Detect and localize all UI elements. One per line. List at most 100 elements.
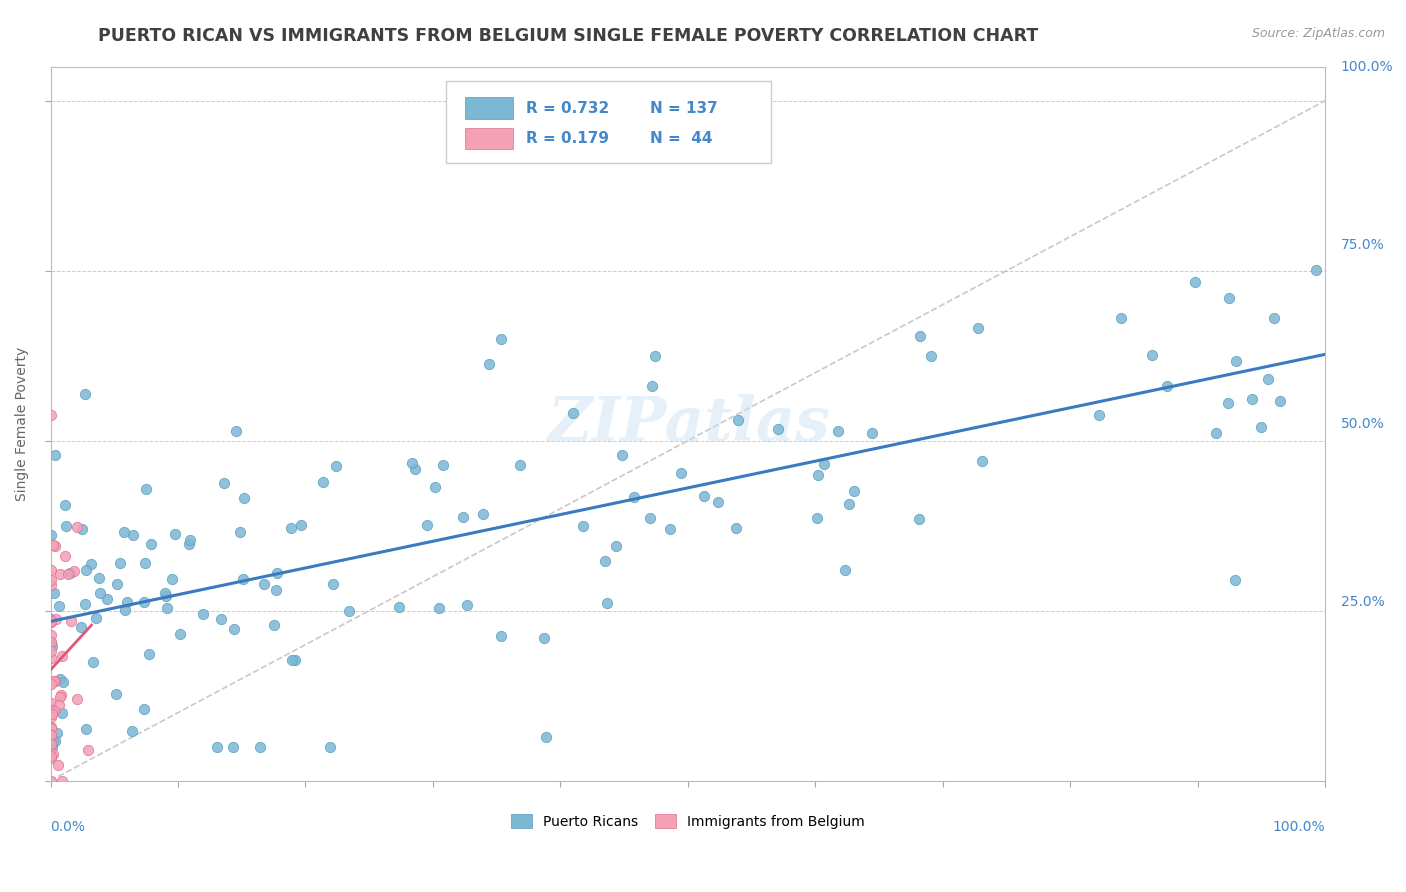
Point xyxy=(610,448,633,462)
Point xyxy=(1216,395,1239,409)
Point xyxy=(727,413,749,427)
Point xyxy=(39,643,62,657)
Point xyxy=(41,739,63,754)
Point xyxy=(225,424,247,438)
Point xyxy=(39,729,62,743)
Point xyxy=(319,739,342,754)
Point xyxy=(104,687,127,701)
Point xyxy=(533,631,555,645)
Point xyxy=(284,653,307,667)
Point xyxy=(337,604,360,618)
Point xyxy=(153,586,176,600)
Point xyxy=(842,483,865,498)
Point xyxy=(49,690,72,704)
Point xyxy=(1156,379,1178,393)
Point xyxy=(39,696,62,710)
Point xyxy=(596,596,619,610)
Text: N =  44: N = 44 xyxy=(650,131,713,146)
Point xyxy=(48,566,70,581)
Point xyxy=(96,591,118,606)
Point xyxy=(44,585,66,599)
Point xyxy=(44,540,66,554)
Point xyxy=(44,448,66,462)
Point xyxy=(179,536,201,550)
Text: R = 0.732: R = 0.732 xyxy=(526,101,609,115)
Point xyxy=(70,620,93,634)
Point xyxy=(264,583,287,598)
Point xyxy=(45,612,67,626)
Point xyxy=(562,406,585,420)
Point xyxy=(571,519,593,533)
Point xyxy=(1218,291,1240,305)
Point xyxy=(39,710,62,724)
Point xyxy=(232,572,254,586)
Point xyxy=(806,511,828,525)
Point xyxy=(290,518,312,533)
Point xyxy=(266,566,288,581)
Point xyxy=(42,538,65,552)
Point xyxy=(41,639,63,653)
Point xyxy=(401,456,423,470)
Point xyxy=(160,572,183,586)
Point xyxy=(42,733,65,747)
Point xyxy=(39,749,62,764)
Point xyxy=(89,571,111,585)
Point xyxy=(73,387,96,401)
Point xyxy=(838,497,860,511)
Point xyxy=(252,577,274,591)
Point xyxy=(135,482,157,496)
Point xyxy=(281,652,304,666)
Point xyxy=(41,707,63,722)
Text: PUERTO RICAN VS IMMIGRANTS FROM BELGIUM SINGLE FEMALE POVERTY CORRELATION CHART: PUERTO RICAN VS IMMIGRANTS FROM BELGIUM … xyxy=(98,27,1039,45)
Point xyxy=(44,673,66,688)
Point xyxy=(388,600,411,615)
Point xyxy=(39,562,62,576)
Point xyxy=(766,422,789,436)
Point xyxy=(39,635,62,649)
Point xyxy=(209,612,232,626)
Point xyxy=(53,498,76,512)
Point xyxy=(222,622,245,636)
Point xyxy=(205,739,228,754)
Point xyxy=(707,495,730,509)
Point xyxy=(432,458,454,473)
Point xyxy=(1223,573,1246,587)
Point xyxy=(49,688,72,702)
Point xyxy=(134,595,156,609)
Point xyxy=(63,564,86,578)
Point xyxy=(46,757,69,772)
Point xyxy=(1305,262,1327,277)
Text: 50.0%: 50.0% xyxy=(1340,417,1385,431)
Point xyxy=(1205,426,1227,441)
Point xyxy=(75,597,97,611)
Point xyxy=(121,724,143,739)
Point xyxy=(51,706,73,720)
Point xyxy=(658,522,681,536)
Y-axis label: Single Female Poverty: Single Female Poverty xyxy=(15,346,30,500)
Point xyxy=(427,600,450,615)
Point xyxy=(134,702,156,716)
Point xyxy=(39,528,62,542)
Text: ZIPatlas: ZIPatlas xyxy=(547,393,830,454)
Point xyxy=(42,747,65,761)
Point xyxy=(44,674,66,689)
Point xyxy=(39,721,62,735)
Point xyxy=(249,739,271,754)
Point xyxy=(59,566,82,580)
Point xyxy=(39,612,62,626)
Point xyxy=(229,525,252,540)
Point xyxy=(134,557,156,571)
Point xyxy=(156,600,179,615)
Point xyxy=(212,476,235,491)
Point xyxy=(55,519,77,533)
Point xyxy=(669,466,692,480)
Point xyxy=(640,379,662,393)
Text: 100.0%: 100.0% xyxy=(1340,60,1393,74)
Point xyxy=(478,357,501,371)
Point xyxy=(41,615,63,629)
Point xyxy=(163,526,186,541)
Point xyxy=(404,462,426,476)
Point xyxy=(1184,275,1206,289)
Point xyxy=(693,489,716,503)
Point xyxy=(105,576,128,591)
